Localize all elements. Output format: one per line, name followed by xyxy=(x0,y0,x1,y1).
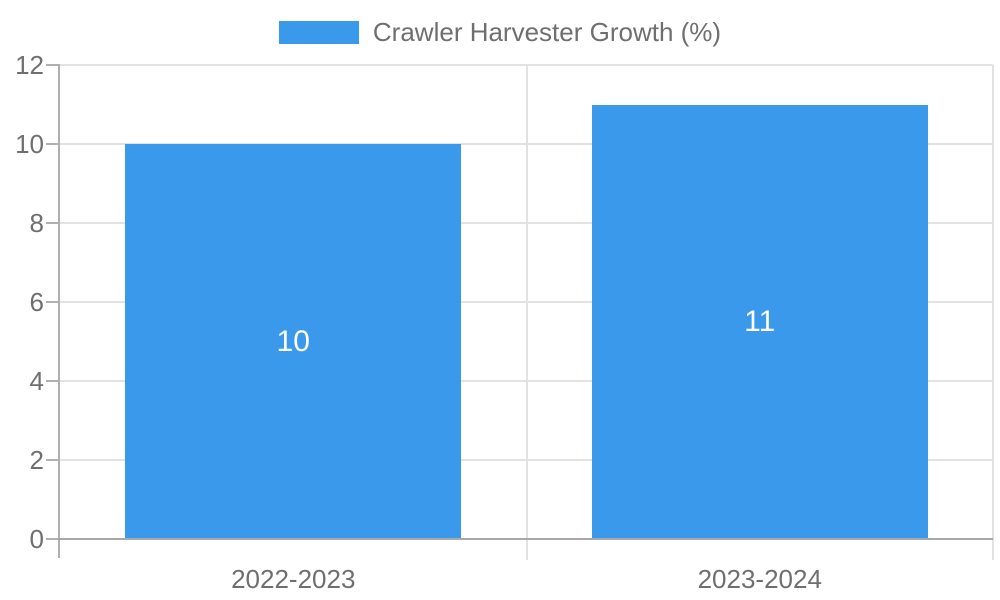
x-axis-line xyxy=(57,538,993,540)
y-tick-mark xyxy=(46,301,60,303)
y-tick-mark xyxy=(46,459,60,461)
y-tick-mark xyxy=(46,380,60,382)
bar xyxy=(125,144,462,539)
y-tick-label: 4 xyxy=(29,366,44,396)
category-divider xyxy=(525,65,528,560)
y-tick-mark xyxy=(46,538,60,540)
y-axis-line xyxy=(58,65,60,558)
chart-legend: Crawler Harvester Growth (%) xyxy=(0,18,1000,47)
y-tick-label: 2 xyxy=(29,445,44,475)
y-tick-label: 6 xyxy=(29,287,44,317)
legend-label: Crawler Harvester Growth (%) xyxy=(372,17,722,47)
x-axis-label: 2022-2023 xyxy=(231,564,356,594)
legend-swatch-icon xyxy=(278,20,359,44)
y-tick-mark xyxy=(46,143,60,145)
y-tick-label: 10 xyxy=(15,129,44,159)
y-tick-label: 8 xyxy=(29,208,44,238)
bar xyxy=(591,104,928,539)
x-axis-label: 2023-2024 xyxy=(697,564,822,594)
bar-value-label: 11 xyxy=(744,304,776,338)
y-tick-mark xyxy=(46,64,60,66)
bar-value-label: 10 xyxy=(276,324,310,358)
category-divider xyxy=(992,65,994,560)
y-tick-label: 0 xyxy=(29,524,44,554)
y-tick-mark xyxy=(46,222,60,224)
y-tick-label: 12 xyxy=(15,50,44,80)
